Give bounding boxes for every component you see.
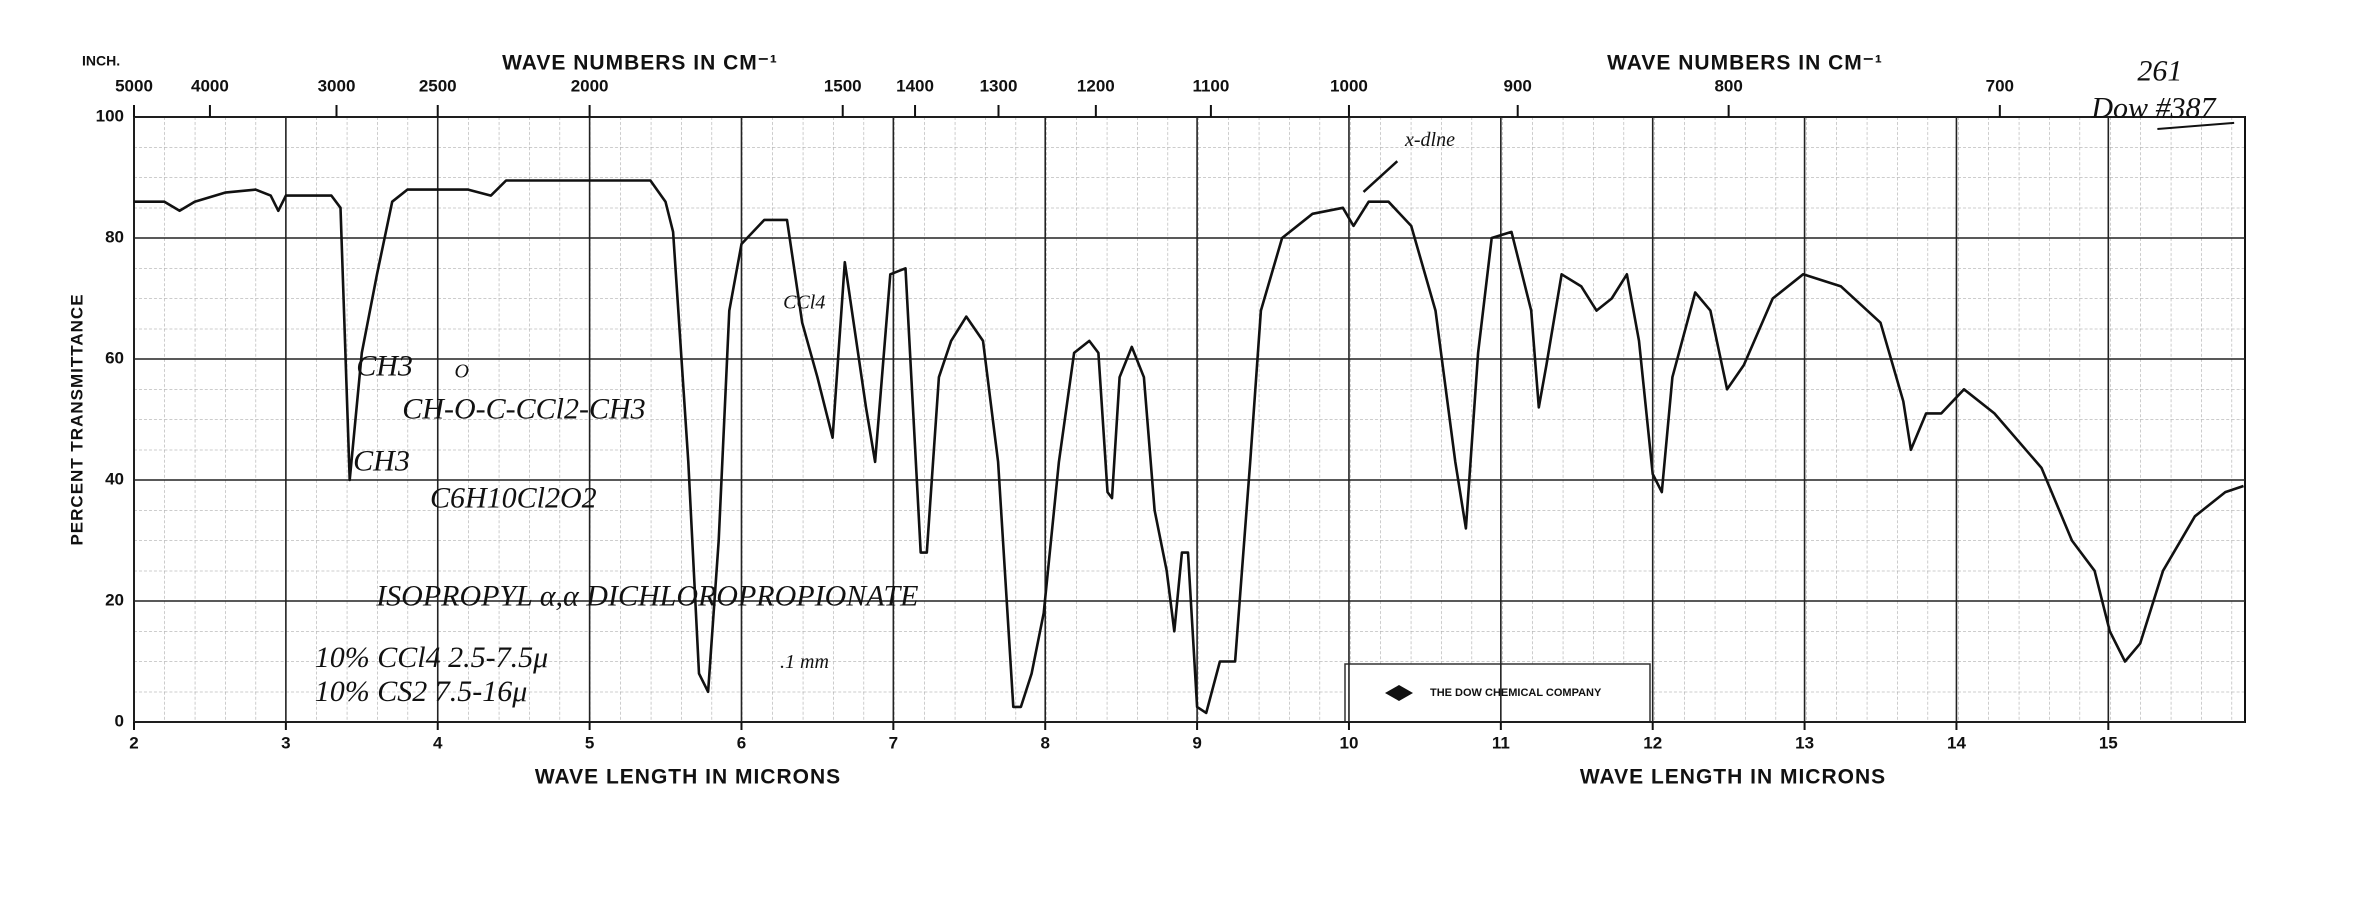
x2-axis-title: WAVE NUMBERS IN CM⁻¹ [502, 52, 778, 75]
annotation: CH3 [356, 349, 413, 382]
annotation: O [455, 361, 469, 383]
x2-tick-label: 3000 [318, 76, 356, 95]
annotation-arrow [1362, 160, 1399, 193]
x2-tick-label: 5000 [115, 76, 153, 95]
x-tick-label: 13 [1795, 733, 1814, 752]
x2-tick-label: 1000 [1330, 76, 1368, 95]
x2-tick-label: 1400 [896, 76, 934, 95]
minor-grid [134, 117, 2245, 722]
x2-tick-label: 1300 [980, 76, 1018, 95]
logo-diamond [1385, 685, 1413, 701]
x-tick-label: 7 [889, 733, 898, 752]
x-tick-label: 2 [129, 733, 138, 752]
x2-tick-label: 700 [1986, 76, 2014, 95]
y-tick-label: 80 [105, 227, 124, 246]
x2-tick-label: 2000 [571, 76, 609, 95]
annotation: .1 mm [780, 651, 829, 673]
corner-label: INCH. [82, 53, 120, 69]
x-tick-label: 15 [2099, 733, 2118, 752]
x2-axis-title: WAVE NUMBERS IN CM⁻¹ [1607, 52, 1883, 75]
annotation: CCl4 [783, 292, 825, 314]
annotation: x-dlne [1404, 129, 1455, 151]
x2-tick-label: 1500 [824, 76, 862, 95]
x-tick-label: 8 [1040, 733, 1049, 752]
x2-tick-label: 2500 [419, 76, 457, 95]
y-tick-label: 40 [105, 469, 124, 488]
x-tick-label: 5 [585, 733, 594, 752]
annotation-underline [2157, 121, 2235, 130]
annotation: CH-O-C-CCl2-CH3 [402, 392, 645, 425]
annotation: 261 [2137, 55, 2182, 88]
x-tick-label: 6 [737, 733, 746, 752]
y-axis-title: PERCENT TRANSMITTANCE [67, 293, 86, 545]
annotation: ISOPROPYL α,α DICHLOROPROPIONATE [375, 580, 918, 613]
x-tick-label: 14 [1947, 733, 1966, 752]
x-axis-title: WAVE LENGTH IN MICRONS [1580, 766, 1886, 789]
annotation: C6H10Cl2O2 [430, 481, 597, 514]
x-tick-label: 4 [433, 733, 443, 752]
annotation: Dow #387 [2090, 91, 2217, 124]
y-tick-label: 20 [105, 590, 124, 609]
spectrum-line [134, 179, 2244, 715]
x2-tick-label: 4000 [191, 76, 229, 95]
x2-tick-label: 800 [1714, 76, 1742, 95]
annotation: CH3 [353, 445, 410, 478]
x-axis-title: WAVE LENGTH IN MICRONS [535, 766, 841, 789]
x2-tick-label: 900 [1504, 76, 1532, 95]
x-tick-label: 3 [281, 733, 290, 752]
x2-tick-label: 1200 [1077, 76, 1115, 95]
y-tick-label: 100 [96, 106, 124, 125]
x-tick-label: 10 [1340, 733, 1359, 752]
y-tick-label: 60 [105, 348, 124, 367]
x-tick-label: 11 [1492, 733, 1510, 752]
annotation: 10% CCl4 2.5-7.5μ [315, 641, 548, 674]
logo-text: THE DOW CHEMICAL COMPANY [1430, 687, 1602, 699]
annotation: 10% CS2 7.5-16μ [315, 675, 528, 708]
y-tick-label: 0 [115, 711, 124, 730]
x-tick-label: 12 [1643, 733, 1662, 752]
x-tick-label: 9 [1192, 733, 1201, 752]
x2-tick-label: 1100 [1192, 76, 1229, 95]
